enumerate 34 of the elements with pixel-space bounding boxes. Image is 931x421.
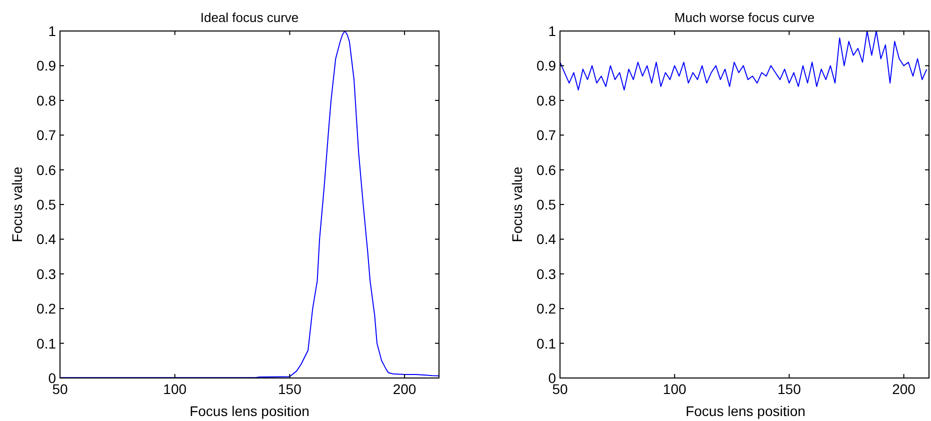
line-series bbox=[560, 30, 928, 90]
y-tick-label: 0.8 bbox=[536, 92, 556, 108]
x-tick-label: 150 bbox=[778, 381, 802, 397]
x-tick-label: 200 bbox=[392, 381, 416, 397]
y-tick-label: 1 bbox=[48, 23, 56, 39]
y-tick-label: 0.4 bbox=[36, 231, 56, 248]
y-tick-label: 0.2 bbox=[536, 300, 556, 317]
y-tick-label: 0.1 bbox=[36, 335, 56, 352]
x-tick-label: 100 bbox=[163, 381, 187, 397]
y-tick-label: 0.9 bbox=[36, 58, 56, 74]
y-tick-label: 0.4 bbox=[536, 231, 556, 248]
x-axis-title: Focus lens position bbox=[190, 403, 310, 419]
x-axis-title: Focus lens position bbox=[686, 403, 806, 419]
y-tick-label: 0.3 bbox=[36, 266, 56, 282]
y-tick-label: 1 bbox=[548, 23, 556, 39]
y-tick-label: 0.5 bbox=[536, 196, 556, 212]
y-tick-label: 0.7 bbox=[36, 127, 56, 144]
x-tick-label: 200 bbox=[892, 381, 916, 397]
chart-title: Much worse focus curve bbox=[674, 10, 815, 25]
y-axis-title: Focus value bbox=[9, 166, 25, 242]
y-axis-title: Focus value bbox=[509, 166, 525, 242]
y-tick-label: 0.6 bbox=[36, 162, 56, 178]
line-series bbox=[60, 30, 440, 378]
x-tick-label: 100 bbox=[662, 381, 686, 397]
y-tick-label: 0.1 bbox=[536, 335, 556, 352]
y-tick-label: 0.9 bbox=[536, 58, 556, 74]
y-tick-label: 0.7 bbox=[536, 127, 556, 144]
y-tick-label: 0.6 bbox=[536, 162, 556, 178]
y-tick-label: 0.8 bbox=[36, 92, 56, 108]
chart-title: Ideal focus curve bbox=[200, 10, 299, 25]
y-tick-label: 0.2 bbox=[36, 300, 56, 317]
y-tick-label: 0.3 bbox=[536, 266, 556, 282]
x-tick-label: 150 bbox=[278, 381, 302, 397]
y-tick-label: 0.5 bbox=[36, 196, 56, 212]
